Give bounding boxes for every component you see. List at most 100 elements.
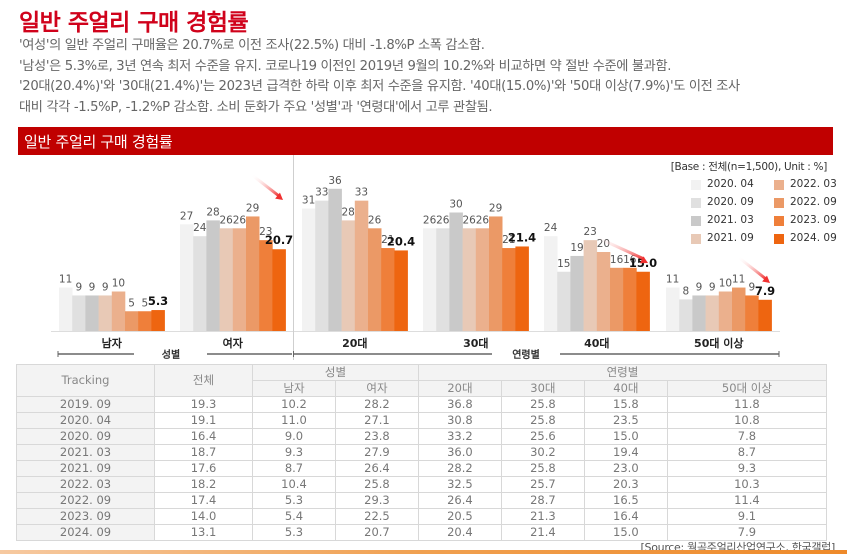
table-cell: 16.4 <box>583 508 668 525</box>
data-label: 36 <box>328 175 342 187</box>
data-label: 11 <box>59 274 72 286</box>
row-period-cell: 2021. 09 <box>16 460 155 477</box>
data-label: 5.3 <box>148 294 168 308</box>
bar <box>315 200 329 331</box>
description-line: '남성'은 5.3%로, 3년 연속 최저 수준을 유지. 코로나19 이전인 … <box>19 58 672 74</box>
bar <box>692 295 706 331</box>
bar <box>368 228 382 331</box>
bar <box>151 310 165 331</box>
row-period-cell: 2022. 03 <box>16 476 155 493</box>
table-cell: 23.5 <box>583 412 668 429</box>
trend-arrow-icon <box>251 173 280 198</box>
legend-swatch <box>774 234 784 244</box>
table-cell: 7.8 <box>666 428 828 445</box>
table-cell: 13.1 <box>154 524 253 541</box>
legend-swatch <box>774 180 784 190</box>
legend-label: 2023. 09 <box>790 214 837 226</box>
table-cell: 5.4 <box>252 508 336 525</box>
table-cell: 26.4 <box>334 460 419 477</box>
bar <box>259 240 273 331</box>
bar <box>206 220 220 331</box>
legend-label: 2022. 03 <box>790 178 837 190</box>
table-cell: 28.7 <box>500 492 585 509</box>
bar <box>180 224 194 331</box>
bar <box>219 228 234 331</box>
table-cell: 9.1 <box>666 508 828 525</box>
data-label: 5 <box>128 297 135 309</box>
data-label: 20.7 <box>265 233 293 247</box>
category-label: 50대 이상 <box>694 336 744 350</box>
data-label: 9 <box>748 281 755 293</box>
data-label: 21 <box>502 234 515 246</box>
bar <box>544 236 558 331</box>
section-banner: 일반 주얼리 구매 경험률 <box>18 127 833 155</box>
data-label: 21 <box>381 234 394 246</box>
bar <box>705 295 720 331</box>
row-period-cell: 2020. 04 <box>16 412 155 429</box>
table-cell: 9.3 <box>666 460 828 477</box>
row-period-cell: 2022. 09 <box>16 492 155 509</box>
table-cell: 20.4 <box>417 524 502 541</box>
data-label: 29 <box>246 202 259 214</box>
table-cell: 19.1 <box>154 412 253 429</box>
table-cell: 25.8 <box>334 476 419 493</box>
data-label: 9 <box>709 281 716 293</box>
table-row: 2019. 09 19.3 10.2 28.2 36.8 25.8 15.8 11.8 <box>16 396 828 413</box>
bar <box>394 250 408 331</box>
table-cell: 10.3 <box>666 476 828 493</box>
category-label: 20대 <box>342 336 367 350</box>
category-label: 남자 <box>102 336 123 350</box>
data-label: 29 <box>489 202 502 214</box>
tracking-table: Tracking 전체 성별 연령별 남자 여자 20대 30대 40대 50대 이상 2… <box>16 364 828 541</box>
header-age-group: 연령별 <box>417 364 828 381</box>
table-cell: 25.6 <box>500 428 585 445</box>
bar <box>489 216 503 331</box>
group-label: 연령별 <box>512 348 540 361</box>
data-label: 5 <box>141 297 148 309</box>
row-period-cell: 2019. 09 <box>16 396 155 413</box>
header-gender-group: 성별 <box>252 364 419 381</box>
table-row: 2021. 09 17.6 8.7 26.4 28.2 25.8 23.0 9.3 <box>16 460 828 477</box>
data-label: 19 <box>570 242 583 254</box>
bar <box>623 267 637 331</box>
sub-header-cell: 50대 이상 <box>666 380 828 397</box>
table-cell: 7.9 <box>666 524 828 541</box>
bar <box>246 216 260 331</box>
table-cell: 9.0 <box>252 428 336 445</box>
table-cell: 15.0 <box>583 428 668 445</box>
bar <box>515 246 529 331</box>
legend-label: 2022. 09 <box>790 196 837 208</box>
table-row: 2020. 04 19.1 11.0 27.1 30.8 25.8 23.5 10.8 <box>16 412 828 429</box>
data-label: 26 <box>463 214 477 226</box>
legend-swatch <box>691 234 701 244</box>
bar <box>666 287 680 331</box>
table-cell: 28.2 <box>334 396 419 413</box>
table-cell: 8.7 <box>666 444 828 461</box>
bar <box>436 228 450 331</box>
bar <box>570 255 584 331</box>
table-cell: 27.9 <box>334 444 419 461</box>
table-cell: 19.4 <box>583 444 668 461</box>
data-label: 24 <box>193 222 207 234</box>
bar <box>758 299 772 331</box>
data-label: 9 <box>89 281 96 293</box>
table-row: 2020. 09 16.4 9.0 23.8 33.2 25.6 15.0 7.8 <box>16 428 828 445</box>
page-title: 일반 주얼리 구매 경험률 <box>19 10 249 36</box>
bar <box>475 228 490 331</box>
data-label: 11 <box>666 274 679 286</box>
table-cell: 25.8 <box>500 412 585 429</box>
data-label: 26 <box>436 214 450 226</box>
trend-arrowhead-icon <box>762 275 770 283</box>
bar <box>59 287 73 331</box>
table-cell: 15.0 <box>583 524 668 541</box>
bar <box>636 271 650 331</box>
table-cell: 16.5 <box>583 492 668 509</box>
table-cell: 25.7 <box>500 476 585 493</box>
data-label: 26 <box>368 214 382 226</box>
table-cell: 8.7 <box>252 460 336 477</box>
data-label: 26 <box>476 214 490 226</box>
data-label: 7.9 <box>755 284 775 298</box>
table-cell: 25.8 <box>500 460 585 477</box>
data-label: 33 <box>355 187 368 199</box>
